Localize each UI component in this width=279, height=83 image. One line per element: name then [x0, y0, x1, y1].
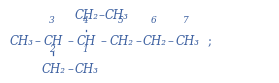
Text: CH₃: CH₃ [175, 35, 199, 48]
Text: CH: CH [44, 35, 63, 48]
Text: –: – [68, 63, 73, 76]
Text: –: – [98, 9, 104, 22]
Text: 7: 7 [183, 16, 189, 25]
Text: CH₂: CH₂ [143, 35, 167, 48]
Text: –: – [68, 35, 73, 48]
Text: CH₂: CH₂ [74, 9, 98, 22]
Text: 6: 6 [150, 16, 156, 25]
Text: –: – [35, 35, 41, 48]
Text: 5: 5 [117, 16, 123, 25]
Text: –: – [168, 35, 174, 48]
Text: CH₃: CH₃ [74, 63, 98, 76]
Text: 2: 2 [49, 45, 55, 54]
Text: CH₃: CH₃ [10, 35, 34, 48]
Text: 4: 4 [82, 16, 88, 25]
Text: ;: ; [207, 35, 211, 48]
Text: 3: 3 [49, 16, 55, 25]
Text: CH₂: CH₂ [110, 35, 134, 48]
Text: 1: 1 [82, 45, 88, 54]
Text: –: – [135, 35, 141, 48]
Text: CH₂: CH₂ [41, 63, 65, 76]
Text: –: – [101, 35, 107, 48]
Text: CH: CH [76, 35, 96, 48]
Text: CH₃: CH₃ [104, 9, 128, 22]
